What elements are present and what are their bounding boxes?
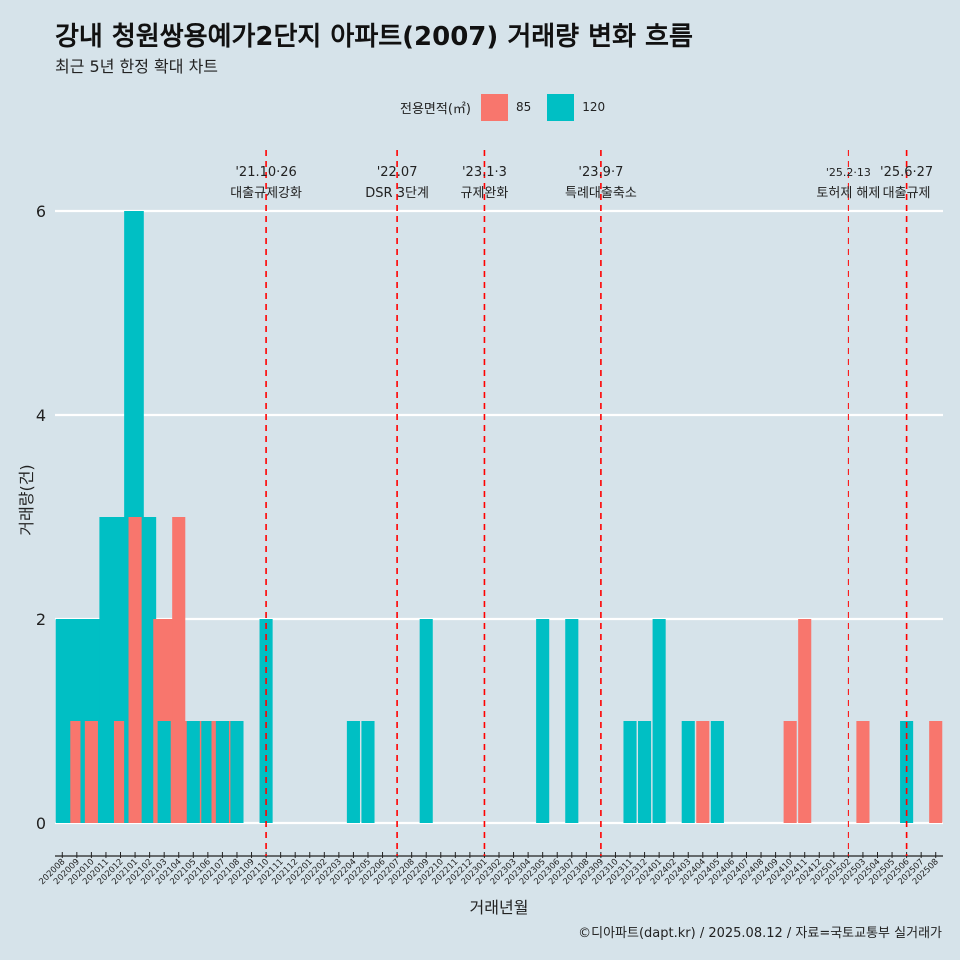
bar-85-202010 (84, 721, 98, 823)
event-label-0: 대출규제강화 (230, 186, 302, 201)
bar-85-202411 (798, 619, 812, 823)
bar-85-202009 (70, 721, 84, 823)
legend-key-120 (547, 93, 575, 121)
event-date-4: '25.2·13 (826, 166, 871, 179)
bar-120-202107 (215, 721, 229, 823)
event-date-2: '23.1·3 (462, 165, 507, 180)
bar-120-202011 (99, 517, 113, 823)
source-caption: ©디아파트(dapt.kr) / 2025.08.12 / 자료=국토교통부 실… (578, 926, 942, 941)
event-label-5: 대출규제 (883, 186, 931, 201)
event-label-2: 규제완화 (461, 186, 509, 201)
bar-120-202102 (143, 517, 157, 823)
bar-120-202204 (346, 721, 360, 823)
chart-subtitle: 최근 5년 한정 확대 차트 (55, 57, 219, 76)
x-axis-title: 거래년월 (470, 898, 529, 917)
y-axis-title: 거래량(건) (17, 464, 36, 535)
chart-title: 강내 청원쌍용예가2단지 아파트(2007) 거래량 변화 흐름 (55, 22, 693, 52)
bar-120-202401 (652, 619, 666, 823)
legend-title: 전용면적(㎡) (400, 101, 471, 117)
bar-120-202209 (419, 619, 433, 823)
bar-120-202311 (623, 721, 637, 823)
bar-120-202305 (536, 619, 550, 823)
bar-120-202110 (259, 619, 273, 823)
event-date-0: '21.10·26 (235, 165, 296, 180)
bar-120-202405 (710, 721, 724, 823)
event-label-1: DSR 3단계 (365, 186, 429, 201)
legend-key-85 (480, 93, 508, 121)
bar-85-202508 (929, 721, 943, 823)
legend: 전용면적(㎡) 85 120 (400, 92, 621, 122)
bar-120-202103 (157, 721, 171, 823)
y-tick-label-6: 6 (36, 202, 46, 221)
legend-label-85: 85 (515, 100, 532, 114)
event-date-3: '23.9·7 (578, 165, 623, 180)
bar-120-202307 (565, 619, 579, 823)
event-label-4: 토허제 해제 (816, 186, 880, 201)
legend-label-120: 120 (582, 100, 606, 114)
bar-120-202108 (230, 721, 244, 823)
bar-120-202312 (638, 721, 652, 823)
bar-120-202105 (186, 721, 200, 823)
y-tick-label-4: 4 (36, 406, 46, 425)
bar-120-202106 (201, 721, 215, 823)
event-label-3: 특례대출축소 (565, 186, 637, 201)
bar-85-202410 (783, 721, 797, 823)
bar-120-202008 (55, 619, 69, 823)
event-date-5: '25.6·27 (880, 165, 933, 180)
bar-85-202012 (113, 721, 128, 823)
bar-85-202503 (856, 721, 870, 823)
bar-85-202404 (696, 721, 710, 823)
bar-85-202104 (172, 517, 186, 823)
y-tick-label-0: 0 (36, 814, 46, 833)
y-tick-label-2: 2 (36, 610, 46, 629)
event-date-1: '22.07 (377, 165, 418, 180)
bar-85-202101 (128, 517, 142, 823)
bar-120-202205 (361, 721, 375, 823)
bar-120-202403 (681, 721, 695, 823)
